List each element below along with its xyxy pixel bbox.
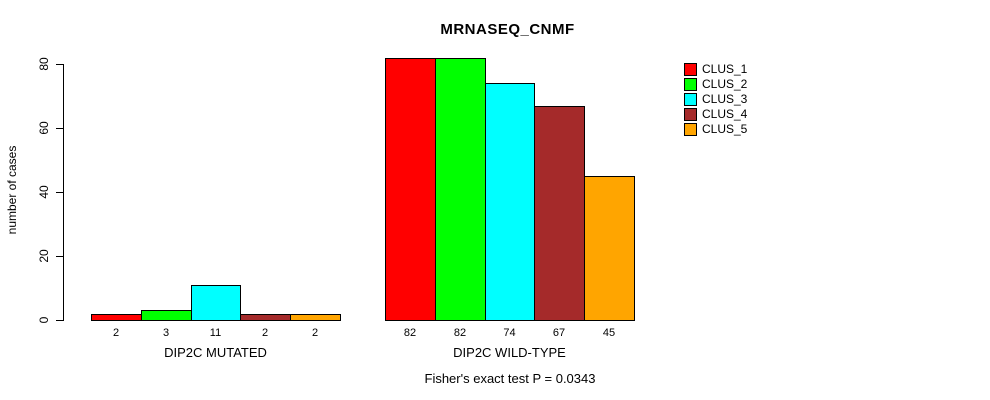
bar-value-label: 67: [552, 327, 566, 339]
y-tick-label: 20: [37, 249, 51, 263]
legend-color-swatch: [684, 63, 697, 76]
legend-item: CLUS_4: [684, 107, 747, 122]
legend-label: CLUS_2: [702, 77, 748, 91]
bar-value-label: 2: [311, 327, 319, 339]
y-tick-label: 60: [37, 121, 51, 135]
legend-item: CLUS_3: [684, 92, 747, 107]
legend-item: CLUS_1: [684, 62, 747, 77]
bar-value-label: 82: [453, 327, 467, 339]
y-axis-tick: [56, 256, 63, 257]
legend-label: CLUS_1: [702, 62, 748, 76]
bar: [485, 83, 535, 321]
bar: [191, 285, 241, 321]
legend-color-swatch: [684, 108, 697, 121]
bar-value-label: 2: [261, 327, 269, 339]
legend-label: CLUS_4: [702, 107, 748, 121]
y-axis-line: [63, 64, 64, 321]
bar-value-label: 3: [162, 327, 170, 339]
bar-value-label: 11: [209, 327, 222, 339]
bar: [240, 314, 291, 321]
legend-item: CLUS_5: [684, 122, 747, 137]
legend-label: CLUS_5: [702, 122, 748, 136]
bar: [584, 176, 635, 321]
x-group-label: DIP2C MUTATED: [164, 345, 267, 360]
chart-title: MRNASEQ_CNMF: [440, 21, 575, 38]
legend: CLUS_1 CLUS_2 CLUS_3 CLUS_4 CLUS_5: [684, 62, 747, 137]
bar: [435, 58, 486, 321]
legend-color-swatch: [684, 123, 697, 136]
y-axis-tick: [56, 320, 63, 321]
y-axis-tick: [56, 192, 63, 193]
y-axis-label: number of cases: [5, 145, 19, 235]
bar-value-label: 2: [112, 327, 120, 339]
bar: [91, 314, 142, 321]
annotation-text: Fisher's exact test P = 0.0343: [424, 371, 596, 386]
y-axis-tick: [56, 64, 63, 65]
bar: [385, 58, 436, 321]
y-tick-label: 0: [37, 316, 51, 324]
legend-label: CLUS_3: [702, 92, 748, 106]
y-axis-tick: [56, 128, 63, 129]
bar: [290, 314, 341, 321]
bar: [141, 310, 192, 321]
y-tick-label: 80: [37, 57, 51, 71]
legend-color-swatch: [684, 93, 697, 106]
bar-value-label: 45: [602, 327, 616, 339]
legend-color-swatch: [684, 78, 697, 91]
legend-item: CLUS_2: [684, 77, 747, 92]
bar-value-label: 74: [503, 327, 516, 339]
bar: [534, 106, 585, 321]
y-tick-label: 40: [37, 185, 51, 199]
x-group-label: DIP2C WILD-TYPE: [453, 345, 566, 360]
bar-value-label: 82: [403, 327, 417, 339]
